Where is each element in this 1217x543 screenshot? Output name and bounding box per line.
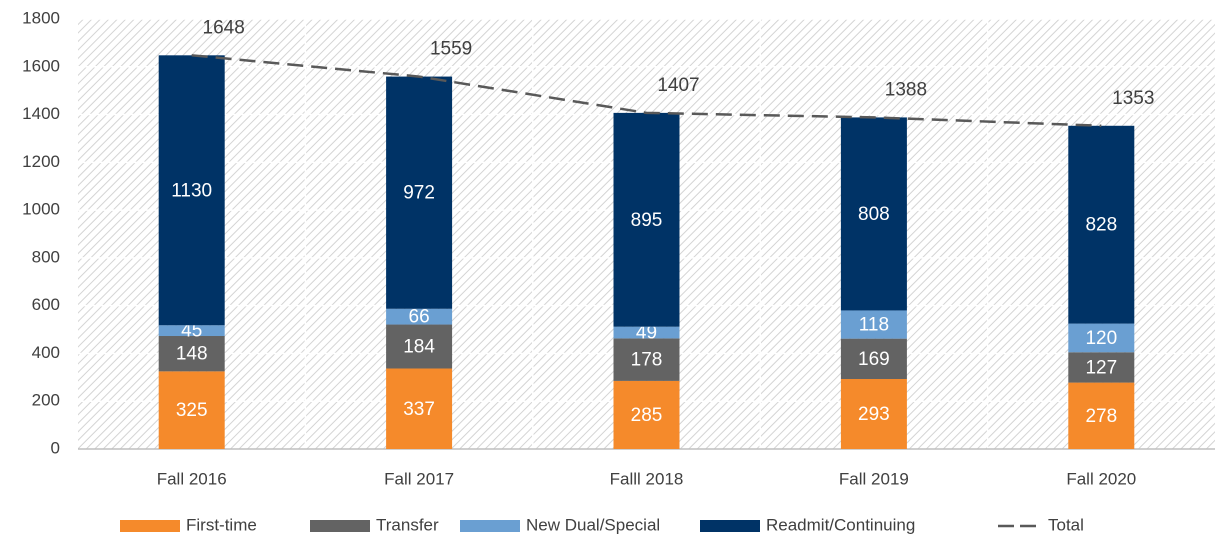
data-label: 325: [176, 400, 208, 421]
legend-label: Readmit/Continuing: [766, 515, 915, 534]
legend-label: First-time: [186, 515, 257, 534]
data-label: 184: [403, 337, 435, 358]
bar-segment: [840, 338, 907, 380]
bar-segment: [613, 112, 680, 327]
bar-segment: [1068, 125, 1135, 324]
legend-label: New Dual/Special: [526, 515, 660, 534]
y-tick-label: 1600: [22, 56, 60, 75]
legend-swatch: [700, 520, 760, 532]
data-label: 1130: [171, 180, 212, 201]
y-tick-label: 0: [51, 438, 60, 457]
data-label: 293: [858, 404, 890, 425]
bar-segment: [1068, 382, 1135, 449]
x-tick-label: Fall 2017: [384, 469, 454, 488]
data-label: 118: [859, 315, 889, 336]
data-label: 972: [403, 183, 435, 204]
y-tick-label: 600: [32, 295, 60, 314]
y-tick-label: 1800: [22, 8, 60, 27]
bar-segment: [613, 380, 680, 449]
total-label: 1388: [885, 79, 927, 100]
bar-segment: [386, 324, 453, 369]
data-label: 285: [631, 405, 663, 426]
bar-segment: [386, 368, 453, 449]
legend-swatch: [120, 520, 180, 532]
y-tick-label: 800: [32, 247, 60, 266]
bar-segment: [613, 338, 680, 381]
bar-segment: [386, 308, 453, 325]
total-label: 1407: [657, 75, 699, 96]
bar-segment: [840, 310, 907, 339]
total-label: 1648: [203, 17, 245, 38]
y-tick-label: 200: [32, 391, 60, 410]
y-tick-label: 1200: [22, 152, 60, 171]
total-label: 1353: [1112, 88, 1154, 109]
bar-segment: [158, 371, 225, 449]
data-label: 895: [631, 210, 663, 231]
legend-label: Transfer: [376, 515, 439, 534]
bar-segment: [613, 326, 680, 339]
bar-segment: [840, 117, 907, 311]
total-line: [191, 54, 1102, 128]
data-label: 169: [858, 349, 890, 370]
bar-segment: [158, 55, 225, 326]
bar-segment: [158, 336, 225, 372]
data-label: 120: [1085, 328, 1117, 349]
y-tick-label: 1000: [22, 200, 60, 219]
data-label: 808: [858, 204, 890, 225]
bar-segment: [1068, 352, 1135, 383]
data-label: 278: [1085, 406, 1117, 427]
x-tick-label: Fall 2016: [157, 469, 227, 488]
legend-swatch: [460, 520, 520, 532]
y-tick-label: 1400: [22, 104, 60, 123]
total-label: 1559: [430, 39, 472, 60]
data-label: 66: [409, 307, 430, 328]
bar-segment: [840, 379, 907, 449]
data-label: 49: [636, 323, 657, 344]
x-tick-label: Fall 2019: [839, 469, 909, 488]
y-tick-label: 400: [32, 343, 60, 362]
x-tick-label: Fall 2020: [1066, 469, 1136, 488]
bar-segment: [1068, 323, 1135, 353]
bar-segment: [386, 76, 453, 309]
data-label: 148: [176, 344, 208, 365]
x-tick-label: Falll 2018: [610, 469, 684, 488]
legend-label: Total: [1048, 515, 1084, 534]
data-label: 178: [631, 350, 663, 371]
data-label: 45: [181, 321, 202, 342]
bar-segment: [158, 325, 225, 337]
legend-swatch: [310, 520, 370, 532]
data-label: 337: [403, 399, 435, 420]
data-label: 127: [1085, 357, 1117, 378]
data-label: 828: [1085, 215, 1117, 236]
